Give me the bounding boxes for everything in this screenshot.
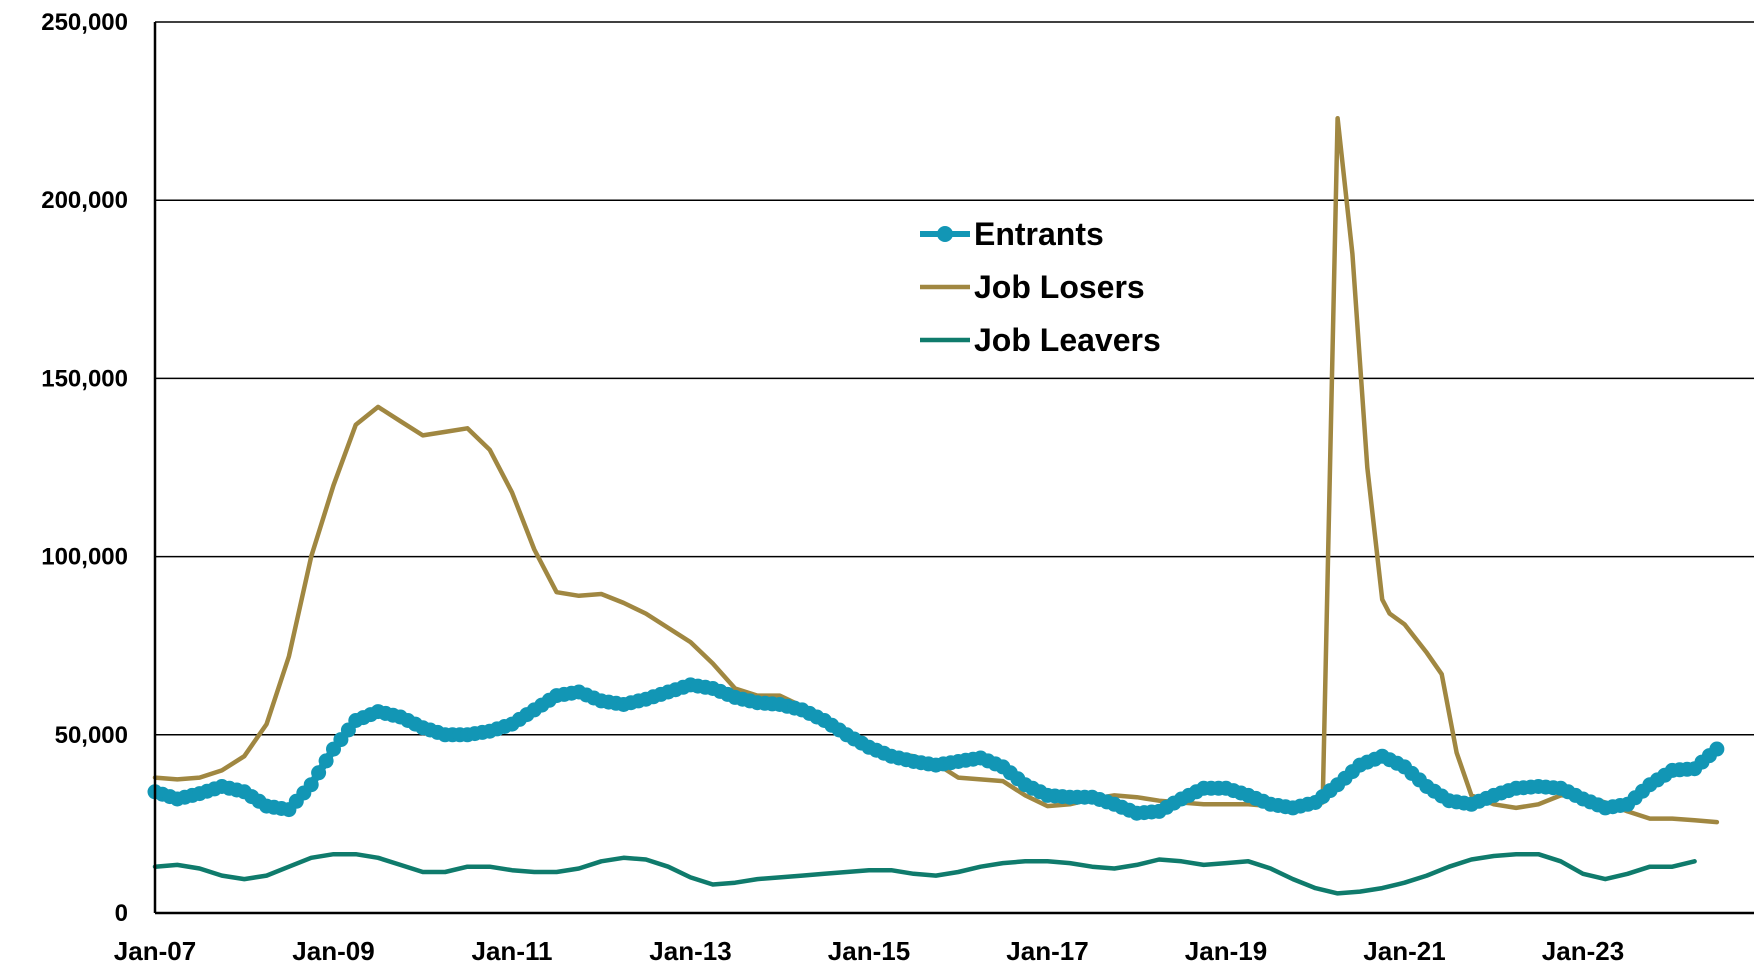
y-tick-label: 200,000 — [41, 187, 128, 214]
series-line — [152, 115, 1720, 825]
legend-label: Entrants — [974, 216, 1104, 252]
legend-item: Job Losers — [920, 269, 1145, 305]
legend-item: Entrants — [920, 216, 1104, 252]
series-job-losers — [152, 115, 1720, 825]
y-tick-label: 100,000 — [41, 544, 128, 571]
y-axis-ticks: 0 50,000 100,000 150,000 200,000 250,000 — [41, 9, 128, 927]
y-tick-label: 0 — [115, 900, 128, 927]
y-tick-label: 50,000 — [55, 722, 128, 749]
data-point — [318, 753, 334, 769]
series-entrants — [147, 677, 1725, 821]
x-tick-label: Jan-09 — [292, 936, 374, 966]
legend-label: Job Leavers — [974, 322, 1161, 358]
data-point — [1709, 741, 1725, 757]
series-layer — [147, 115, 1725, 896]
x-tick-label: Jan-17 — [1006, 936, 1088, 966]
x-tick-label: Jan-21 — [1363, 936, 1445, 966]
x-tick-label: Jan-23 — [1542, 936, 1624, 966]
y-tick-label: 250,000 — [41, 9, 128, 36]
x-tick-label: Jan-15 — [828, 936, 910, 966]
legend-item: Job Leavers — [920, 322, 1161, 358]
axes — [153, 22, 1754, 915]
x-axis-ticks: Jan-07 Jan-09 Jan-11 Jan-13 Jan-15 Jan-17 Jan-… — [114, 936, 1624, 966]
series-line — [152, 851, 1697, 896]
y-tick-label: 150,000 — [41, 365, 128, 392]
x-tick-label: Jan-13 — [649, 936, 731, 966]
x-tick-label: Jan-07 — [114, 936, 196, 966]
legend-marker — [937, 226, 953, 242]
data-point — [303, 777, 319, 793]
series-job-leavers — [152, 851, 1697, 896]
legend: Entrants Job Losers Job Leavers — [920, 216, 1161, 358]
x-tick-label: Jan-11 — [472, 936, 553, 966]
gridlines — [155, 21, 1754, 736]
x-tick-label: Jan-19 — [1185, 936, 1267, 966]
legend-label: Job Losers — [974, 269, 1145, 305]
data-point — [311, 765, 327, 781]
